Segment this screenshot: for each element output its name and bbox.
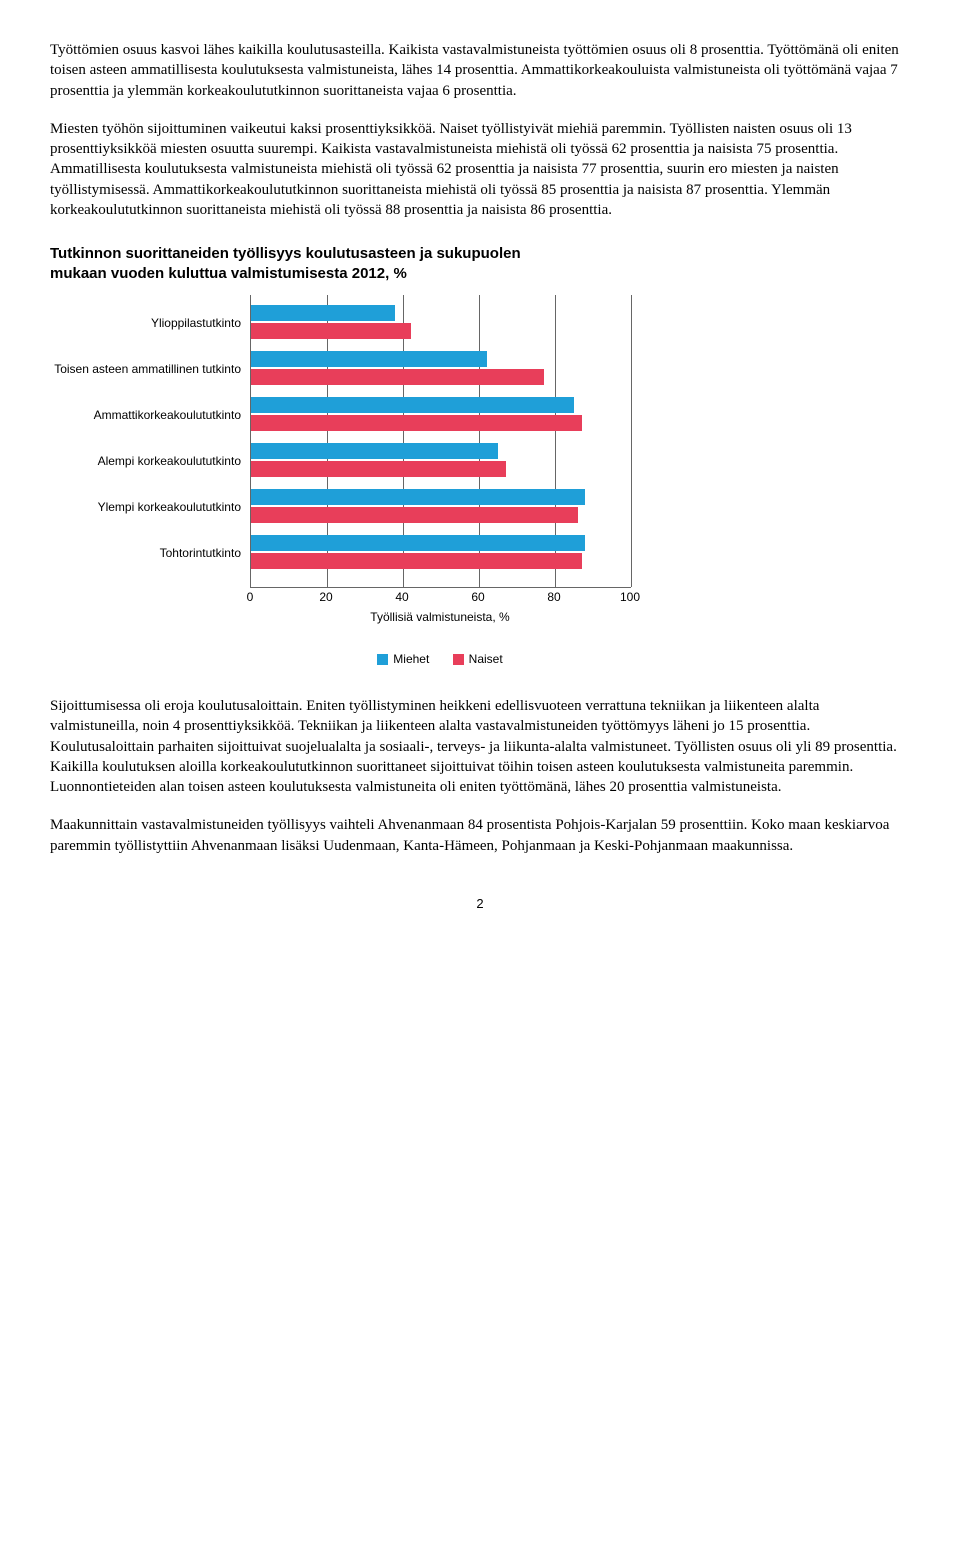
paragraph-4: Maakunnittain vastavalmistuneiden työlli…: [50, 815, 910, 856]
bar-men: [251, 305, 395, 321]
legend-item-men: Miehet: [377, 652, 429, 666]
bar-men: [251, 535, 585, 551]
legend-swatch-women: [453, 654, 464, 665]
x-tick-label: 0: [247, 590, 254, 604]
legend-label-women: Naiset: [469, 652, 503, 666]
paragraph-2: Miesten työhön sijoittuminen vaikeutui k…: [50, 119, 910, 220]
chart-category-label: Toisen asteen ammatillinen tutkinto: [41, 362, 241, 376]
chart-category-label: Ylioppilastutkinto: [41, 316, 241, 330]
employment-chart: Ylioppilastutkinto Toisen asteen ammatill…: [50, 295, 910, 666]
chart-category-row: Ylioppilastutkinto: [251, 303, 631, 343]
chart-x-axis-label: Työllisiä valmistuneista, %: [250, 610, 630, 624]
bar-men: [251, 443, 498, 459]
x-tick-label: 80: [547, 590, 560, 604]
legend-item-women: Naiset: [453, 652, 503, 666]
chart-category-row: Ylempi korkeakoulututkinto: [251, 487, 631, 527]
chart-category-label: Ammattikorkeakoulututkinto: [41, 408, 241, 422]
chart-title: Tutkinnon suorittaneiden työllisyys koul…: [50, 244, 910, 283]
chart-category-row: Toisen asteen ammatillinen tutkinto: [251, 349, 631, 389]
bar-women: [251, 553, 582, 569]
chart-category-label: Tohtorintutkinto: [41, 546, 241, 560]
chart-category-label: Ylempi korkeakoulututkinto: [41, 500, 241, 514]
legend-label-men: Miehet: [393, 652, 429, 666]
chart-category-row: Ammattikorkeakoulututkinto: [251, 395, 631, 435]
x-tick-label: 40: [395, 590, 408, 604]
x-tick-label: 100: [620, 590, 640, 604]
chart-category-row: Alempi korkeakoulututkinto: [251, 441, 631, 481]
bar-women: [251, 323, 411, 339]
page-number: 2: [50, 896, 910, 911]
bar-women: [251, 415, 582, 431]
grid-line: [631, 295, 632, 587]
chart-legend: Miehet Naiset: [250, 652, 630, 666]
bar-men: [251, 397, 574, 413]
bar-women: [251, 369, 544, 385]
x-tick-label: 60: [471, 590, 484, 604]
paragraph-3: Sijoittumisessa oli eroja koulutusaloitt…: [50, 696, 910, 797]
chart-plot-area: Ylioppilastutkinto Toisen asteen ammatill…: [250, 295, 631, 588]
bar-men: [251, 351, 487, 367]
bar-women: [251, 507, 578, 523]
paragraph-1: Työttömien osuus kasvoi lähes kaikilla k…: [50, 40, 910, 101]
chart-x-ticks: 020406080100: [250, 588, 630, 606]
chart-category-label: Alempi korkeakoulututkinto: [41, 454, 241, 468]
bar-women: [251, 461, 506, 477]
chart-title-line2: mukaan vuoden kuluttua valmistumisesta 2…: [50, 265, 407, 282]
chart-title-line1: Tutkinnon suorittaneiden työllisyys koul…: [50, 245, 521, 262]
legend-swatch-men: [377, 654, 388, 665]
bar-men: [251, 489, 585, 505]
x-tick-label: 20: [319, 590, 332, 604]
chart-category-row: Tohtorintutkinto: [251, 533, 631, 573]
